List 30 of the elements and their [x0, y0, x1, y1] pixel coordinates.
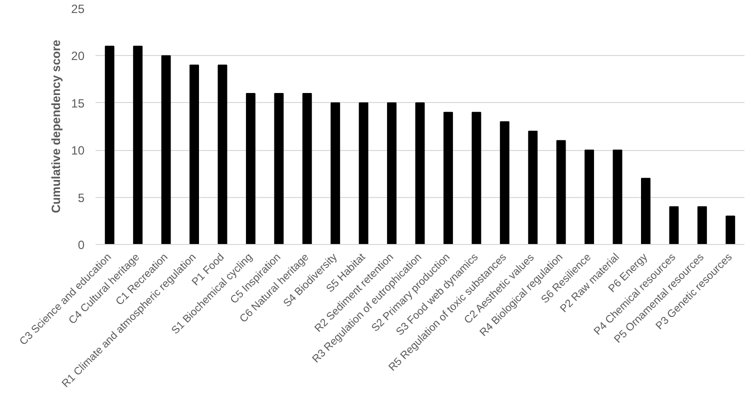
y-tick-label: 5 — [78, 190, 85, 205]
y-tick-label: 25 — [71, 2, 85, 16]
y-tick-label: 15 — [71, 96, 85, 110]
bar — [218, 64, 228, 244]
bar — [274, 92, 284, 244]
bar — [556, 140, 566, 244]
y-tick-label: 0 — [78, 238, 85, 252]
bar — [330, 102, 340, 244]
bar — [443, 112, 453, 244]
y-tick-label: 20 — [71, 49, 85, 64]
bar — [133, 46, 143, 244]
bar — [415, 102, 425, 244]
bar — [161, 55, 171, 244]
bar — [697, 206, 707, 244]
bar — [726, 216, 736, 244]
bar — [246, 92, 256, 244]
bar — [612, 150, 622, 244]
bar — [358, 102, 368, 244]
bar — [641, 178, 650, 244]
y-tick-label: 10 — [71, 144, 85, 158]
bar — [528, 130, 538, 244]
bar — [104, 46, 114, 244]
y-axis-title: Cumulative dependency score — [49, 39, 64, 214]
bar — [387, 102, 397, 244]
bar — [302, 92, 312, 244]
bar — [500, 121, 510, 244]
bar — [190, 64, 199, 244]
bar — [669, 206, 679, 244]
bar — [584, 150, 594, 244]
bar — [472, 112, 482, 244]
